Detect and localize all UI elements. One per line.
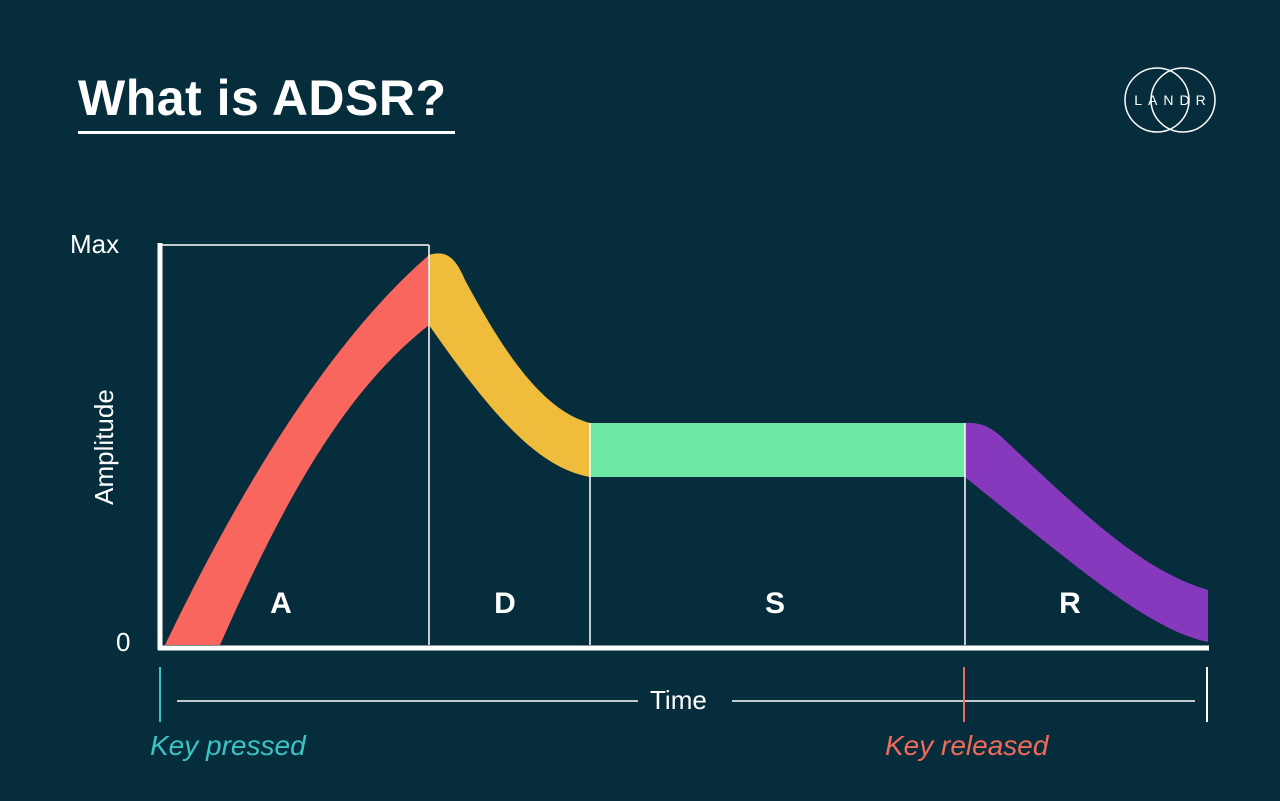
sustain-band bbox=[590, 423, 965, 477]
time-label: Time bbox=[650, 685, 707, 715]
release-band bbox=[965, 422, 1208, 642]
landr-logo-icon: LANDR bbox=[1124, 64, 1216, 136]
page-title: What is ADSR? bbox=[78, 70, 447, 126]
attack-label: A bbox=[270, 587, 292, 620]
attack-band bbox=[165, 255, 429, 645]
key-released-label: Key released bbox=[885, 730, 1049, 761]
y-axis-label: Amplitude bbox=[89, 389, 119, 505]
release-label: R bbox=[1059, 587, 1081, 620]
key-pressed-label: Key pressed bbox=[150, 730, 306, 761]
decay-band bbox=[429, 253, 590, 477]
y-zero-label: 0 bbox=[116, 627, 131, 657]
sustain-label: S bbox=[764, 587, 785, 620]
logo-text: LANDR bbox=[1134, 92, 1212, 108]
decay-label: D bbox=[494, 587, 516, 620]
y-max-label: Max bbox=[70, 229, 120, 259]
title-underline bbox=[78, 131, 455, 134]
